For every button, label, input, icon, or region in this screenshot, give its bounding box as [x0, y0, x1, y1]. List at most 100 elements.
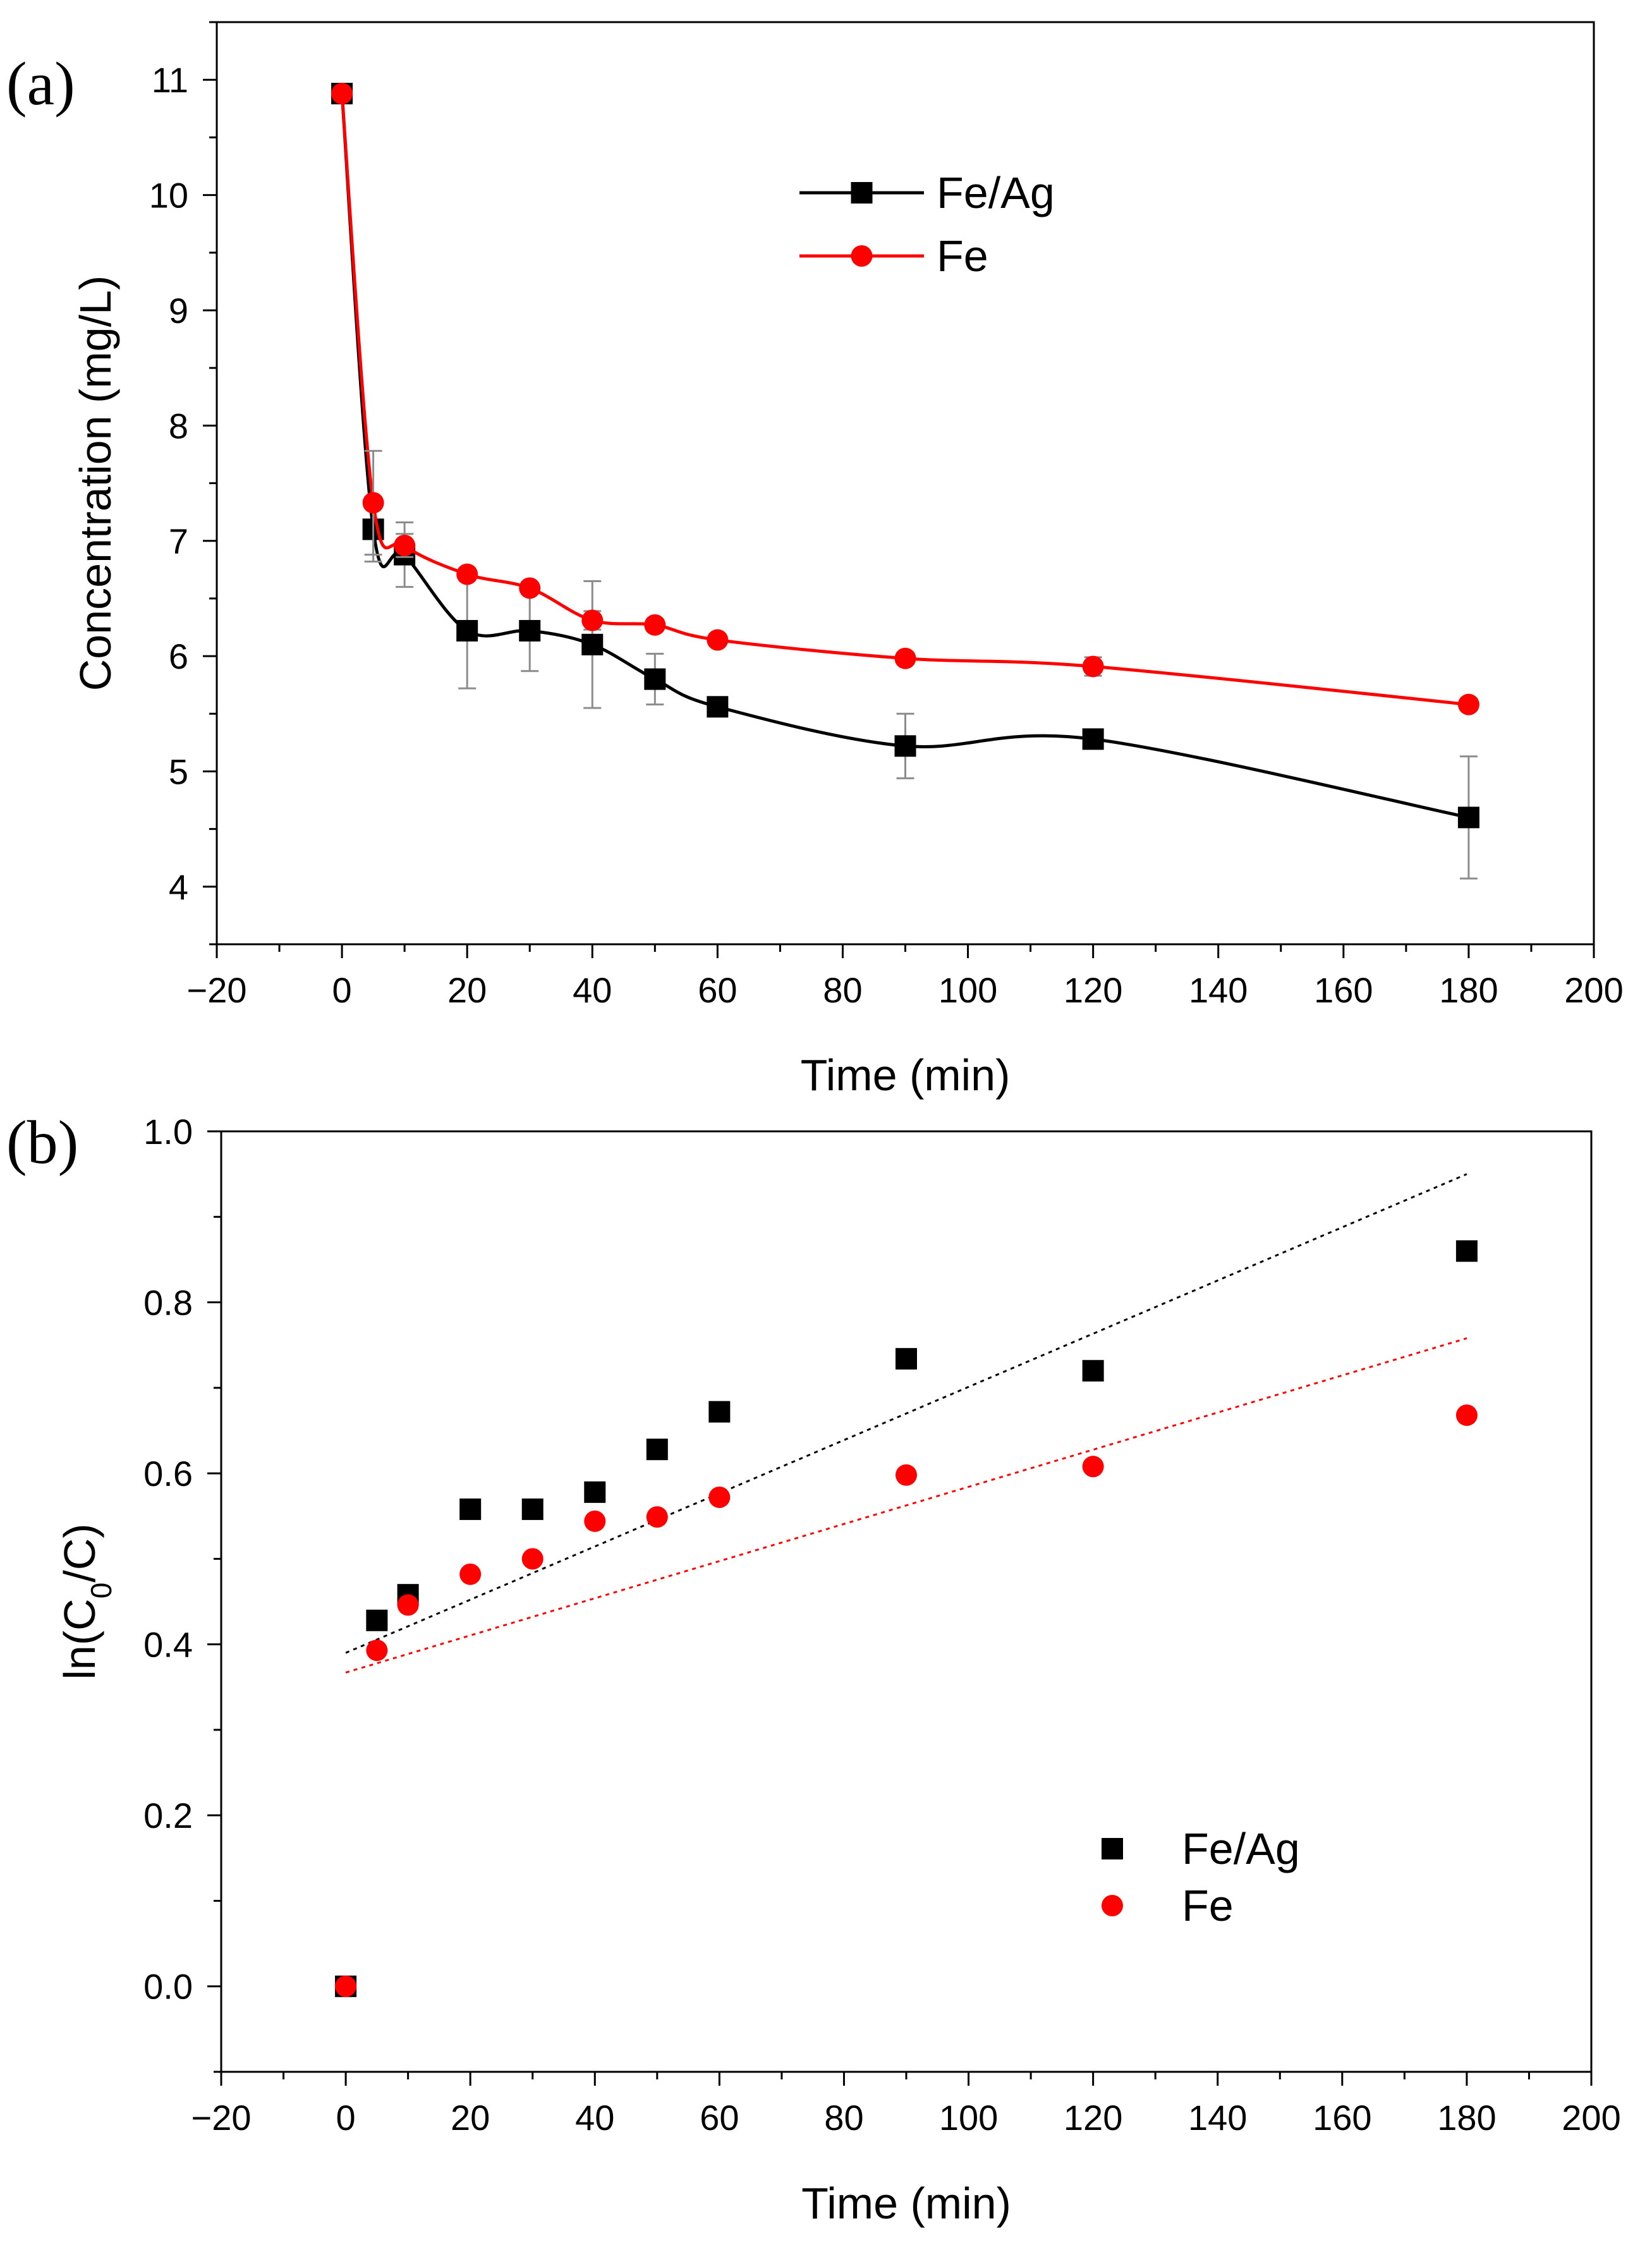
data-point-fe: [456, 563, 478, 585]
data-point-fe: [1082, 1456, 1104, 1478]
y-tick-label: 0.4: [143, 1625, 193, 1665]
legend-entry-fe: Fe: [1102, 1881, 1234, 1930]
data-point-feag: [1082, 728, 1104, 750]
legend-marker: [851, 182, 873, 204]
data-point-fe: [708, 1486, 731, 1508]
data-point-fe: [584, 1510, 606, 1532]
y-tick-label: 6: [169, 636, 188, 676]
x-axis-title: Time (min): [801, 1050, 1011, 1100]
y-tick-label: 0.0: [143, 1967, 193, 2007]
y-tick-label: 7: [169, 521, 188, 561]
panel-label: (a): [6, 50, 75, 118]
data-point-fe: [521, 1548, 544, 1570]
y-tick-label: 8: [169, 406, 188, 446]
x-tick-label: 140: [1189, 970, 1248, 1010]
x-tick-label: 60: [698, 970, 737, 1010]
data-point-fe: [581, 609, 604, 631]
y-axis-title-part: ln(C: [55, 1598, 104, 1679]
legend-label: Fe/Ag: [1182, 1824, 1300, 1873]
x-tick-label: 80: [824, 2098, 863, 2138]
data-point-fe: [896, 1464, 917, 1486]
data-point-feag: [707, 696, 729, 718]
legend-label: Fe: [1182, 1881, 1234, 1930]
data-point-feag: [459, 1498, 482, 1520]
data-point-fe: [1455, 1404, 1478, 1427]
legend-entry-feag: Fe/Ag: [799, 168, 1055, 217]
data-point-feag: [708, 1401, 731, 1423]
x-tick-label: 40: [573, 970, 612, 1010]
data-point-fe: [894, 647, 916, 669]
data-point-feag: [1457, 806, 1479, 829]
x-tick-label: 160: [1313, 2098, 1371, 2138]
data-point-feag: [521, 1498, 544, 1520]
fit-line-feag: [345, 1173, 1467, 1654]
panel-a-chart: (a) −20 0 20 40 60 80 100 120 140 160 180 200 4 5 6 7 8 9 1…: [6, 21, 1624, 1100]
x-tick-label: 140: [1188, 2098, 1247, 2138]
x-tick-label: 180: [1437, 2098, 1496, 2138]
data-point-feag: [519, 619, 541, 642]
data-point-fe: [459, 1563, 482, 1585]
data-point-fe: [644, 614, 666, 636]
x-tick-label: 20: [451, 2098, 490, 2138]
data-point-fe: [1082, 655, 1104, 678]
y-tick-label: 11: [152, 60, 188, 100]
y-axis-title: Concentration (mg/L): [71, 276, 120, 691]
legend-entry-fe: Fe: [799, 231, 988, 281]
data-point-feag: [1455, 1240, 1478, 1262]
panel-label: (b): [6, 1109, 78, 1177]
data-point-fe: [394, 534, 416, 556]
x-tick-label: 100: [939, 2098, 998, 2138]
data-point-fe: [331, 83, 353, 105]
x-tick-label: 20: [447, 970, 487, 1010]
data-point-feag: [894, 735, 916, 757]
x-tick-label: 180: [1439, 970, 1498, 1010]
y-tick-label: 9: [169, 291, 188, 331]
x-tick-label: 200: [1564, 970, 1623, 1010]
data-point-fe: [335, 1975, 357, 1997]
x-tick-label: 200: [1562, 2098, 1620, 2138]
x-tick-label: 0: [332, 970, 352, 1010]
y-tick-label: 5: [169, 751, 188, 791]
data-point-feag: [646, 1439, 668, 1461]
data-point-feag: [456, 619, 478, 642]
data-point-feag: [896, 1348, 917, 1370]
x-tick-label: −20: [187, 970, 247, 1010]
y-axis-title-subscript: 0: [85, 1583, 118, 1599]
y-tick-label: 0.8: [143, 1283, 193, 1323]
legend-entry-feag: Fe/Ag: [1102, 1824, 1300, 1873]
legend-label: Fe/Ag: [937, 168, 1055, 217]
data-point-feag: [581, 633, 604, 655]
y-tick-label: 1.0: [143, 1112, 193, 1152]
legend-label: Fe: [937, 231, 988, 281]
legend-marker: [851, 245, 873, 267]
data-point-fe: [397, 1594, 419, 1616]
data-point-fe: [707, 629, 729, 651]
data-point-fe: [1457, 693, 1479, 715]
x-tick-label: 80: [823, 970, 862, 1010]
legend-marker: [1102, 1838, 1123, 1859]
x-tick-label: 120: [1064, 970, 1122, 1010]
y-axis-title: ln(C0/C): [55, 1523, 118, 1679]
data-point-feag: [1082, 1360, 1104, 1382]
x-tick-label: 40: [575, 2098, 614, 2138]
data-point-fe: [366, 1640, 388, 1662]
panel-b-chart: (b) −20 0 20 40 60 80 100 120 140 160 180 200 0.0 0.2 0…: [6, 1109, 1621, 2228]
data-point-feag: [584, 1481, 606, 1503]
y-tick-label: 10: [149, 176, 188, 216]
y-axis-title-part: /C): [55, 1523, 104, 1582]
x-tick-label: −20: [191, 2098, 252, 2138]
data-point-fe: [646, 1506, 668, 1528]
legend-marker: [1102, 1895, 1123, 1916]
x-tick-label: 0: [336, 2098, 356, 2138]
x-tick-label: 100: [938, 970, 997, 1010]
x-tick-label: 60: [700, 2098, 739, 2138]
data-point-fe: [362, 492, 384, 514]
data-point-fe: [519, 577, 541, 599]
x-axis-title: Time (min): [801, 2179, 1011, 2228]
data-point-feag: [644, 668, 666, 690]
data-point-feag: [366, 1609, 388, 1631]
x-tick-label: 160: [1314, 970, 1373, 1010]
fit-line-fe: [345, 1337, 1467, 1674]
x-tick-label: 120: [1064, 2098, 1122, 2138]
